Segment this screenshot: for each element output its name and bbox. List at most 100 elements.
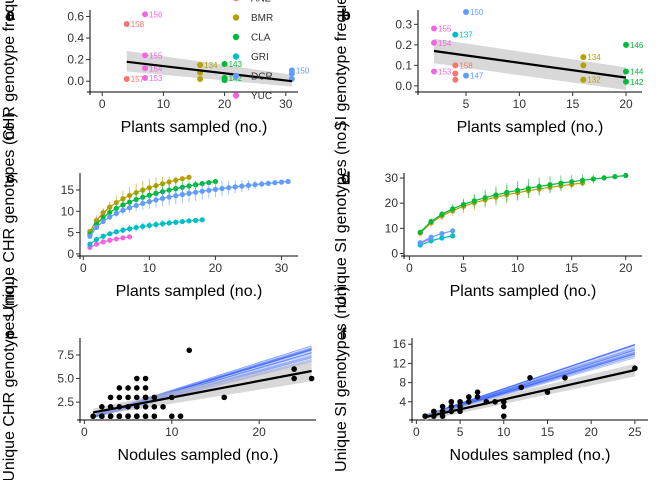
y-tick-label: 5 xyxy=(67,226,74,240)
x-tick-label: 0 xyxy=(99,97,106,111)
series-CLA xyxy=(87,178,219,237)
data-point xyxy=(448,403,455,410)
x-tick-label: 0 xyxy=(80,261,87,275)
x-tick-label: 10 xyxy=(157,97,171,111)
data-point xyxy=(500,403,507,410)
data-point xyxy=(186,347,193,354)
x-tick-label: 15 xyxy=(565,261,579,275)
legend-item-BMR: BMR xyxy=(232,13,273,24)
point-label: 150 xyxy=(470,8,484,17)
data-point xyxy=(623,68,629,75)
data-point xyxy=(288,70,295,77)
y-tick-label: 0 xyxy=(391,246,398,260)
legend-item-DCR: DCR xyxy=(232,72,273,83)
y-tick-label: 10 xyxy=(385,221,399,235)
x-tick-label: 5 xyxy=(460,261,467,275)
x-axis-title: Nodules sampled (no.) xyxy=(450,447,611,464)
data-point xyxy=(291,366,297,372)
data-point xyxy=(452,70,459,77)
x-axis-title: Plants sampled (no.) xyxy=(450,283,597,300)
data-point xyxy=(151,394,158,401)
x-tick-label: 30 xyxy=(275,261,289,275)
accumulation-curve xyxy=(419,182,583,234)
series-GRI xyxy=(87,217,205,247)
x-tick-label: 20 xyxy=(619,261,633,275)
data-point xyxy=(466,394,472,400)
regression-line xyxy=(433,49,627,79)
data-point xyxy=(452,76,459,83)
data-point xyxy=(125,394,131,401)
y-tick-label: 0 xyxy=(67,247,74,261)
legend-key-dot xyxy=(233,0,239,2)
accumulation-curve xyxy=(89,236,130,248)
data-point xyxy=(134,413,140,420)
data-point xyxy=(452,62,459,69)
x-tick-label: 30 xyxy=(279,97,293,111)
point-label: 134 xyxy=(204,61,218,70)
y-axis-title: SI genotype frequency xyxy=(333,0,350,131)
point-label: 154 xyxy=(438,39,452,48)
series-DCR xyxy=(417,228,456,246)
y-tick-label: 30 xyxy=(385,171,399,185)
point-label: 153 xyxy=(149,74,163,83)
legend-key-dot xyxy=(232,92,240,99)
x-tick-label: 20 xyxy=(253,425,267,439)
data-point xyxy=(142,74,149,81)
legend-key-dot xyxy=(232,53,240,60)
panel-letter-f: f xyxy=(341,326,347,343)
x-tick-label: 0 xyxy=(413,425,420,439)
regression-line xyxy=(126,60,293,83)
data-point xyxy=(116,394,123,401)
data-point xyxy=(474,389,481,395)
data-point xyxy=(116,385,123,391)
y-tick-label: 0.4 xyxy=(67,31,84,45)
data-point xyxy=(439,403,446,410)
x-tick-label: 10 xyxy=(497,425,511,439)
x-axis-title: Plants sampled (no.) xyxy=(457,119,604,136)
confidence-band xyxy=(425,363,635,421)
y-tick-label: 15 xyxy=(61,183,75,197)
data-point xyxy=(151,404,158,410)
point-label: 157 xyxy=(131,75,145,84)
data-point xyxy=(221,394,228,401)
data-point xyxy=(562,375,568,381)
data-point xyxy=(123,21,130,28)
y-tick-label: 10 xyxy=(61,204,75,218)
x-tick-label: 20 xyxy=(209,261,223,275)
legend-label: DCR xyxy=(251,72,273,83)
panel-e: e 0 10 20 2.5 5.0 7.5 Nodules sampled (no.) Uniq… xyxy=(1,276,316,480)
curve-point xyxy=(199,217,205,223)
accumulation-curve xyxy=(419,174,626,233)
y-tick-label: 0.3 xyxy=(395,17,412,31)
data-point xyxy=(142,11,149,18)
curve-point xyxy=(623,172,629,179)
legend-label: BMR xyxy=(251,13,273,24)
point-label: 156 xyxy=(149,10,163,19)
data-point xyxy=(457,398,463,405)
data-point xyxy=(221,77,228,84)
data-point xyxy=(623,41,629,48)
data-point xyxy=(134,375,140,382)
accumulation-curve xyxy=(419,230,453,244)
legend: ANZ BMR CLA GRI DCR YUC xyxy=(232,0,273,102)
series-BMR xyxy=(417,180,586,236)
point-label: 154 xyxy=(149,64,163,73)
confidence-band xyxy=(126,51,292,87)
legend-label: GRI xyxy=(251,52,269,63)
panel-d: d 0 5 10 15 20 0 10 20 30 Plants sampled (no.) Uniq… xyxy=(333,122,642,308)
x-tick-label: 10 xyxy=(511,261,525,275)
accumulation-curve xyxy=(420,235,453,246)
data-point xyxy=(439,413,446,419)
x-tick-label: 5 xyxy=(463,97,470,111)
point-label: 158 xyxy=(131,20,145,29)
y-axis-title: Unique SI genotypes (no.) xyxy=(333,122,350,308)
data-point xyxy=(221,60,228,67)
accumulation-curve xyxy=(419,210,453,234)
legend-key-dot xyxy=(232,14,240,21)
panel-letter-b: b xyxy=(341,7,351,24)
y-tick-label: 8 xyxy=(399,376,406,390)
data-point xyxy=(151,413,158,420)
data-point xyxy=(431,68,437,75)
y-axis-title: CHR genotype frequency xyxy=(1,0,18,141)
data-point xyxy=(197,62,204,69)
